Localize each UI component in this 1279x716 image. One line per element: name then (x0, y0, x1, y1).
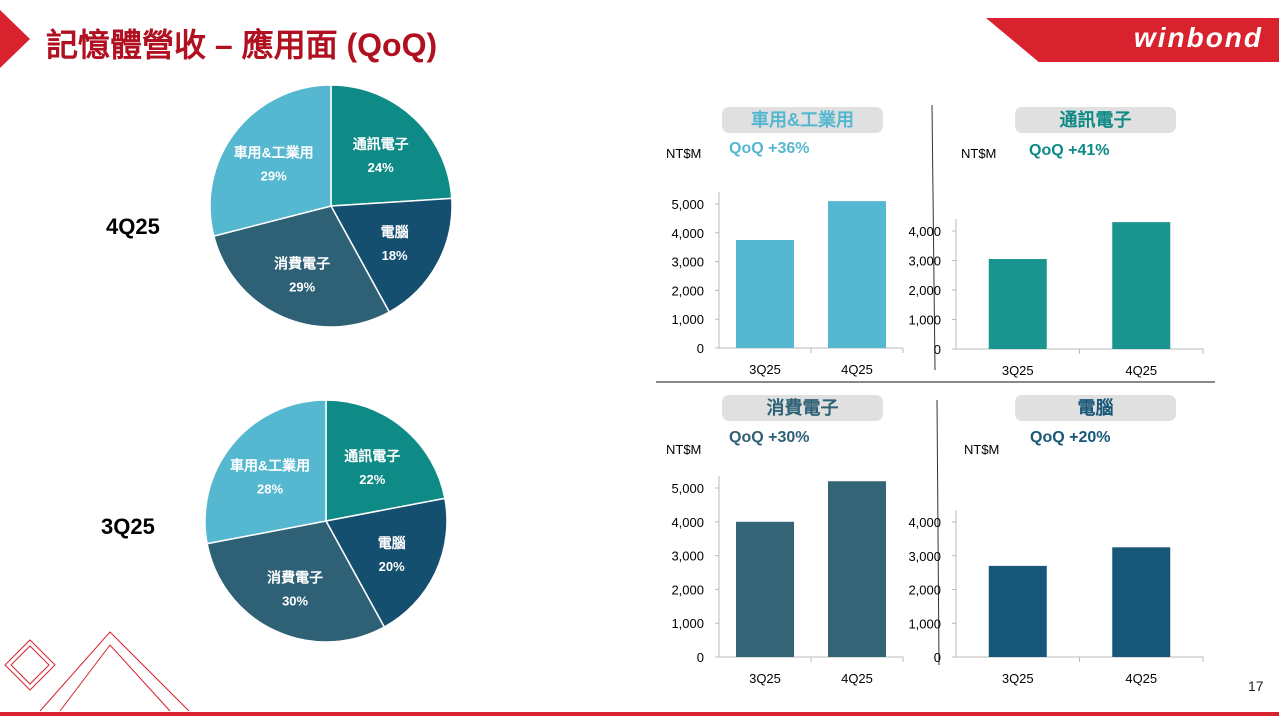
y-tick-label: 3,000 (908, 254, 941, 269)
logo-text: winbond (1133, 22, 1263, 53)
bar-chart-車用&工業用: 0 1,000 2,000 3,000 4,000 5,000 3Q25 4Q25 (671, 192, 904, 377)
y-tick-label: 1,000 (671, 616, 704, 631)
x-tick-label: 4Q25 (1125, 363, 1157, 378)
y-tick-label: 3,000 (908, 549, 941, 564)
bar-chart-通訊電子: 0 1,000 2,000 3,000 4,000 3Q25 4Q25 (908, 219, 1204, 378)
decorative-diamonds (4, 631, 190, 712)
qoq-growth-label: QoQ +30% (729, 429, 810, 446)
y-tick-label: 0 (697, 341, 704, 356)
bar-4Q25 (828, 201, 886, 348)
y-tick-label: 4,000 (671, 515, 704, 530)
pie-slice-label: 車用&工業用 (230, 458, 310, 474)
y-tick-label: 5,000 (671, 481, 704, 496)
divider-vertical-top (931, 104, 936, 371)
bar-3Q25 (736, 240, 794, 348)
chart-title-badge: 電腦 (1015, 395, 1176, 421)
y-tick-label: 2,000 (671, 283, 704, 298)
pie-slice-label: 車用&工業用 (234, 145, 314, 161)
slide-title: 記憶體營收 – 應用面 (QoQ) (46, 27, 438, 63)
pie-slice (329, 197, 453, 314)
y-tick-label: 4,000 (908, 224, 941, 239)
pie-slice-value: 29% (289, 280, 315, 295)
pie-slice (204, 399, 327, 545)
unit-label: NT$M (666, 442, 702, 457)
unit-label: NT$M (961, 146, 997, 161)
y-tick-label: 0 (697, 650, 704, 665)
y-tick-label: 0 (934, 650, 941, 665)
page-number: 17 (1248, 678, 1264, 694)
bottom-accent-line (0, 712, 1279, 716)
pie-slice-value: 22% (359, 472, 385, 487)
pie-label-3q25: 3Q25 (101, 514, 155, 539)
y-tick-label: 4,000 (908, 515, 941, 530)
pie-slice-label: 消費電子 (267, 570, 323, 586)
unit-label: NT$M (666, 146, 702, 161)
pie-slice (324, 497, 448, 629)
y-tick-label: 2,000 (671, 582, 704, 597)
pie-chart-4Q25: 通訊電子 24% 電腦 18% 消費電子 29% 車用&工業用 29% (209, 84, 453, 328)
chart-title-badge: 車用&工業用 (722, 107, 883, 133)
winbond-logo: winbond (986, 18, 1279, 62)
y-tick-label: 2,000 (908, 583, 941, 598)
chart-title-badge: 消費電子 (722, 395, 883, 421)
y-tick-label: 1,000 (908, 616, 941, 631)
x-tick-label: 4Q25 (841, 362, 873, 377)
y-tick-label: 1,000 (671, 312, 704, 327)
y-tick-label: 3,000 (671, 549, 704, 564)
qoq-growth-label: QoQ +41% (1029, 142, 1110, 159)
pie-slice-value: 29% (261, 169, 287, 184)
bar-chart-消費電子: 0 1,000 2,000 3,000 4,000 5,000 3Q25 4Q25 (671, 476, 904, 686)
pie-label-4q25: 4Q25 (106, 214, 160, 239)
pie-slice-label: 消費電子 (274, 256, 330, 272)
pie-slice (330, 84, 453, 207)
divider-vertical-bottom (936, 399, 940, 666)
y-tick-label: 4,000 (671, 226, 704, 241)
pie-slice-value: 20% (379, 559, 405, 574)
bar-4Q25 (1112, 547, 1171, 657)
x-tick-label: 3Q25 (1002, 363, 1034, 378)
qoq-growth-label: QoQ +36% (729, 140, 810, 157)
qoq-growth-label: QoQ +20% (1030, 429, 1111, 446)
y-tick-label: 0 (934, 342, 941, 357)
unit-label: NT$M (964, 442, 1000, 457)
pie-slice-value: 18% (382, 248, 408, 263)
x-tick-label: 4Q25 (841, 671, 873, 686)
bar-4Q25 (1112, 222, 1171, 349)
pie-chart-3Q25: 通訊電子 22% 電腦 20% 消費電子 30% 車用&工業用 28% (204, 399, 448, 643)
bar-3Q25 (988, 565, 1047, 657)
pie-slice-label: 電腦 (378, 535, 406, 551)
pie-slice-label: 通訊電子 (344, 448, 400, 464)
pie-slice (206, 520, 386, 643)
pie-slice-value: 30% (282, 594, 308, 609)
x-tick-label: 3Q25 (1002, 671, 1034, 686)
bar-chart-電腦: 0 1,000 2,000 3,000 4,000 3Q25 4Q25 (908, 510, 1204, 686)
bar-3Q25 (736, 521, 794, 657)
pie-slice-label: 電腦 (381, 224, 409, 240)
title-arrow-decoration (0, 10, 30, 68)
pie-slice-label: 通訊電子 (353, 136, 409, 152)
pie-slice (325, 399, 446, 522)
pie-slice (212, 205, 391, 328)
x-tick-label: 3Q25 (749, 362, 781, 377)
chart-title-badge: 通訊電子 (1015, 107, 1176, 133)
pie-slice-value: 24% (368, 160, 394, 175)
y-tick-label: 1,000 (908, 313, 941, 328)
bar-3Q25 (988, 259, 1047, 349)
y-tick-label: 5,000 (671, 197, 704, 212)
x-tick-label: 3Q25 (749, 671, 781, 686)
pie-slice (209, 84, 332, 238)
pie-slice-value: 28% (257, 482, 283, 497)
y-tick-label: 3,000 (671, 255, 704, 270)
y-tick-label: 2,000 (908, 283, 941, 298)
x-tick-label: 4Q25 (1125, 671, 1157, 686)
bar-4Q25 (828, 481, 886, 657)
